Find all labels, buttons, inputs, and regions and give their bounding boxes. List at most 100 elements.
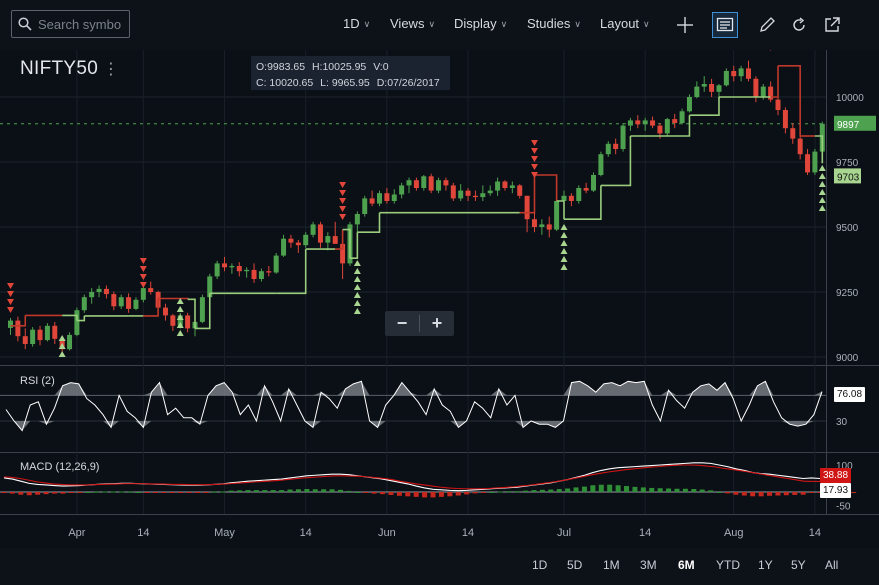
candle — [81, 297, 87, 311]
refresh-button[interactable] — [786, 12, 812, 38]
range-1m[interactable]: 1M — [603, 558, 620, 572]
candle — [635, 120, 641, 125]
display-menu[interactable]: Display ∨ — [454, 16, 507, 31]
macd-hist-bar — [472, 492, 478, 494]
candle — [413, 180, 419, 188]
candle — [251, 269, 257, 279]
candle — [111, 294, 117, 307]
candle — [222, 263, 228, 268]
candle — [30, 329, 36, 344]
macd-label[interactable]: MACD (12,26,9) — [20, 461, 100, 473]
macd-hist-bar — [85, 492, 91, 493]
buy-signal-arrow — [353, 276, 361, 282]
buy-signal-arrow — [560, 224, 568, 230]
macd-tick: -50 — [836, 502, 851, 513]
macd-hist-bar — [186, 492, 192, 493]
candle — [310, 224, 316, 235]
macd-hist-bar — [758, 492, 764, 497]
search-input[interactable] — [38, 16, 122, 32]
time-tick: 14 — [137, 527, 149, 539]
draw-button[interactable] — [754, 12, 780, 38]
macd-hist-bar — [312, 489, 318, 492]
candle — [591, 175, 597, 191]
candle — [15, 320, 21, 337]
popout-button[interactable] — [819, 12, 845, 38]
zoom-out-button[interactable]: − — [396, 313, 408, 333]
supertrend-line — [187, 298, 196, 329]
chevron-down-icon: ∨ — [363, 19, 371, 29]
macd-hist-bar — [211, 491, 217, 493]
range-3m[interactable]: 3M — [640, 558, 657, 572]
sell-signal-arrow — [139, 266, 147, 272]
range-ytd[interactable]: YTD — [716, 558, 740, 572]
buy-signal-arrow — [353, 308, 361, 314]
candle — [74, 310, 80, 335]
macd-hist-bar — [657, 488, 663, 492]
candle — [436, 180, 442, 191]
candle — [126, 297, 132, 309]
layout-menu[interactable]: Layout ∨ — [600, 16, 650, 31]
macd-hist-bar — [18, 492, 24, 495]
price-tick: 9750 — [836, 158, 859, 169]
macd-hist-bar — [699, 489, 705, 492]
macd-hist-bar — [396, 492, 402, 496]
supertrend-line — [770, 65, 779, 98]
chart-canvas[interactable]: 9000 9250 9500 9750 10000 Apr 14 May 14 Jun 14 Jul 1… — [0, 50, 879, 548]
refresh-icon — [793, 17, 805, 31]
supertrend-line — [778, 65, 801, 136]
macd-hist-bar — [363, 492, 369, 493]
table-view-button[interactable] — [712, 12, 738, 38]
search-box[interactable] — [11, 10, 130, 38]
candle — [177, 315, 183, 326]
last-price-value: 9897 — [837, 120, 860, 131]
more-vert-icon[interactable]: ⋮ — [103, 61, 119, 78]
range-5y[interactable]: 5Y — [791, 558, 806, 572]
macd-hist-bar — [792, 492, 798, 495]
macd-hist-bar — [531, 490, 537, 492]
macd-hist-bar — [102, 491, 108, 493]
candle — [450, 185, 456, 199]
candle — [716, 85, 722, 92]
candle — [539, 224, 545, 227]
candle — [8, 320, 13, 328]
chevron-down-icon: ∨ — [643, 19, 650, 29]
buy-signal-arrow — [353, 300, 361, 306]
candle — [672, 119, 678, 123]
range-6m[interactable]: 6M — [678, 558, 695, 572]
macd-hist-bar — [581, 486, 587, 492]
range-1y[interactable]: 1Y — [758, 558, 773, 572]
candle — [782, 110, 788, 129]
supertrend-line — [630, 115, 691, 137]
supertrend-line — [349, 232, 359, 260]
macd-hist-bar — [682, 488, 688, 492]
interval-menu[interactable]: 1D ∨ — [343, 16, 370, 31]
candle — [805, 154, 811, 173]
views-menu[interactable]: Views ∨ — [390, 16, 435, 31]
candle — [480, 193, 486, 198]
candle — [797, 138, 803, 155]
rsi-tick: 30 — [836, 417, 848, 428]
range-5d[interactable]: 5D — [567, 558, 583, 572]
macd-hist-bar — [337, 489, 343, 492]
macd-hist-bar — [127, 491, 133, 493]
candle — [657, 125, 663, 134]
symbol-name[interactable]: NIFTY50 — [20, 58, 99, 79]
candle — [664, 119, 670, 134]
range-all[interactable]: All — [825, 558, 839, 572]
crosshair-button[interactable] — [672, 12, 698, 38]
candle — [531, 219, 537, 227]
candle — [170, 315, 176, 326]
candle — [554, 201, 560, 230]
candle — [627, 120, 633, 126]
range-1d[interactable]: 1D — [532, 558, 548, 572]
macd-hist-bar — [632, 486, 638, 492]
buy-signal-arrow — [818, 165, 826, 171]
candle — [679, 111, 685, 123]
macd-hist-bar — [750, 492, 756, 497]
candle — [421, 176, 427, 188]
buy-signal-arrow — [176, 314, 184, 320]
candle — [605, 143, 611, 155]
rsi-label[interactable]: RSI (2) — [20, 375, 55, 387]
studies-menu[interactable]: Studies ∨ — [527, 16, 581, 31]
zoom-in-button[interactable]: + — [431, 313, 443, 333]
